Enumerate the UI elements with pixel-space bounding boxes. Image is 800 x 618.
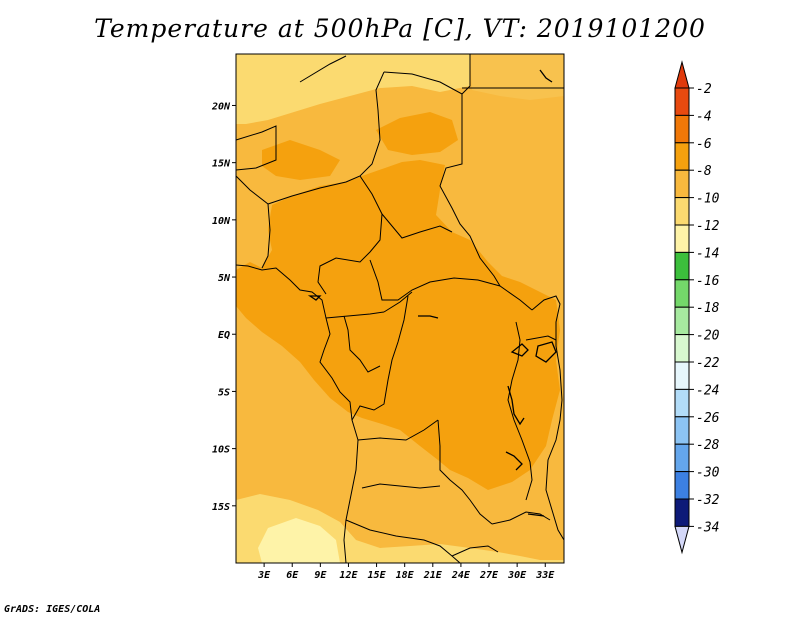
latitude-axis: 20N 15N 10N 5N EQ 5S 10S 15S <box>211 101 236 513</box>
colorbar-bottom-arrow <box>674 525 690 555</box>
temperature-region-warm-north <box>262 140 340 180</box>
lon-tick-label: 9E <box>314 570 327 581</box>
colorbar-label: -4 <box>696 109 712 124</box>
colorbar-label: -20 <box>696 329 720 344</box>
colorbar-label: -18 <box>696 301 720 316</box>
colorbar-bin <box>674 169 690 199</box>
lon-tick-label: 24E <box>451 570 471 581</box>
temperature-region-cool-north <box>236 54 470 124</box>
colorbar-bin <box>674 114 690 144</box>
colorbar-bin <box>674 361 690 390</box>
colorbar-bin <box>674 279 690 308</box>
temperature-region-warm-ne <box>376 112 458 155</box>
colorbar-bin <box>674 416 690 445</box>
colorbar-bin <box>674 306 690 336</box>
lat-tick-label: 5S <box>218 387 230 398</box>
colorbar-bin <box>674 498 690 527</box>
lon-tick-label: 33E <box>535 570 555 581</box>
colorbar-top-arrow <box>674 60 690 89</box>
lat-tick-label: 10S <box>212 445 230 456</box>
colorbar-label: -16 <box>696 274 720 289</box>
colorbar-bin <box>674 87 690 116</box>
lat-tick-label: 15N <box>212 159 231 170</box>
map-panel <box>235 53 565 564</box>
lakes <box>307 69 557 517</box>
colorbar-bin <box>674 251 690 281</box>
colorbar-label: -6 <box>696 137 712 152</box>
temperature-region-coolest-south <box>258 518 340 563</box>
country-borders <box>235 54 565 564</box>
colorbar-bin <box>674 142 690 171</box>
colorbar-label: -22 <box>696 356 720 371</box>
lon-tick-label: 18E <box>396 570 415 581</box>
colorbar-bin <box>674 197 690 226</box>
colorbar-label: -14 <box>696 246 719 261</box>
colorbar-label: -2 <box>696 82 712 97</box>
lon-tick-label: 6E <box>286 570 299 581</box>
colorbar-label: -30 <box>696 466 720 481</box>
longitude-axis: 3E 6E 9E 12E 15E 18E 21E 24E 27E 30E 33E <box>257 563 555 581</box>
colorbar-label: -24 <box>696 383 719 398</box>
colorbar-label: -8 <box>696 164 712 179</box>
lon-tick-label: 30E <box>507 570 527 581</box>
colorbar-label: -12 <box>696 219 720 234</box>
lat-tick-label: 20N <box>211 101 231 112</box>
lon-tick-label: 27E <box>479 570 499 581</box>
colorbar-label: -10 <box>696 192 720 207</box>
colorbar-label: -32 <box>696 493 720 508</box>
lat-tick-label: 10N <box>212 216 231 227</box>
lat-tick-label: EQ <box>218 330 230 341</box>
lon-tick-label: 15E <box>368 570 387 581</box>
map-frame <box>235 53 565 564</box>
lat-tick-label: 5N <box>218 273 231 284</box>
credit-text: GrADS: IGES/COLA <box>4 604 101 615</box>
lat-tick-label: 15S <box>212 502 230 513</box>
colorbar-bin <box>674 334 690 363</box>
colorbar-bin <box>674 388 690 418</box>
colorbar-label: -34 <box>696 520 719 535</box>
map-title: Temperature at 500hPa [C], VT: 201910120… <box>94 14 706 43</box>
lon-tick-label: 3E <box>257 570 271 581</box>
temperature-region-warm <box>236 160 560 490</box>
colorbar-label: -26 <box>696 411 720 426</box>
lon-tick-label: 21E <box>423 570 443 581</box>
colorbar-bin <box>674 471 690 500</box>
colorbar-label: -28 <box>696 438 720 453</box>
colorbar: -2 -4 -6 -8 -10 -12 -14 -16 -18 -20 -22 -24 -26 -28 -3… <box>674 60 720 555</box>
lon-tick-label: 12E <box>339 570 358 581</box>
colorbar-bin <box>674 224 690 253</box>
colorbar-bin <box>674 443 690 473</box>
